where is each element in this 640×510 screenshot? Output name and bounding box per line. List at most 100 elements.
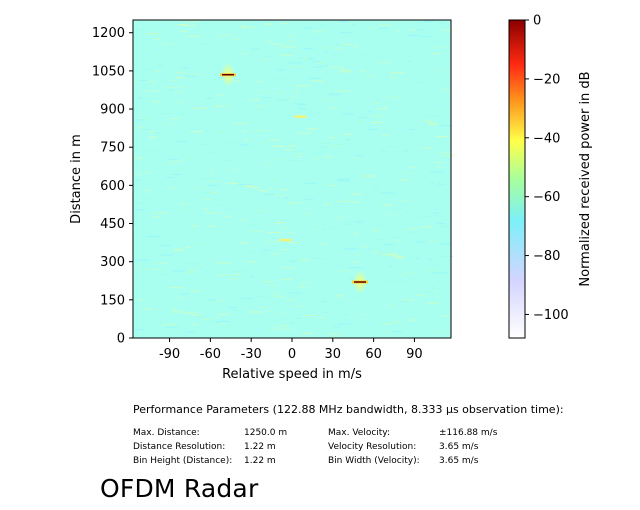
- noise-speck: [367, 248, 376, 250]
- param-label: Distance Resolution:: [133, 442, 226, 452]
- noise-speck: [387, 305, 393, 307]
- noise-speck: [296, 318, 301, 319]
- noise-speck: [304, 212, 312, 214]
- noise-speck: [217, 274, 231, 276]
- noise-speck: [379, 238, 384, 240]
- noise-speck: [427, 20, 435, 22]
- noise-speck: [371, 250, 378, 251]
- noise-speck: [375, 100, 381, 101]
- noise-speck: [335, 22, 340, 24]
- noise-speck: [328, 94, 341, 96]
- noise-speck: [422, 20, 431, 22]
- noise-speck: [152, 132, 159, 134]
- noise-speck: [240, 242, 250, 244]
- noise-speck: [441, 29, 454, 31]
- noise-speck: [299, 286, 306, 288]
- noise-speck: [211, 51, 216, 53]
- noise-speck: [135, 209, 146, 211]
- noise-speck: [213, 300, 227, 302]
- noise-speck: [146, 268, 162, 270]
- noise-speck: [174, 24, 187, 25]
- noise-speck: [225, 159, 235, 161]
- noise-speck: [289, 259, 300, 261]
- noise-speck: [420, 39, 424, 41]
- noise-speck: [272, 253, 280, 255]
- noise-speck: [179, 72, 186, 74]
- noise-speck: [431, 53, 441, 55]
- noise-speck: [382, 135, 388, 137]
- noise-speck: [338, 323, 351, 325]
- noise-speck: [233, 182, 238, 184]
- noise-speck: [167, 123, 173, 125]
- noise-speck: [288, 40, 294, 42]
- noise-speck: [258, 190, 266, 191]
- noise-speck: [340, 44, 352, 46]
- noise-speck: [373, 188, 379, 190]
- noise-speck: [372, 115, 383, 117]
- noise-speck: [185, 31, 190, 33]
- noise-speck: [285, 299, 295, 301]
- noise-speck: [211, 169, 216, 171]
- noise-speck: [371, 122, 384, 123]
- noise-speck: [180, 293, 189, 295]
- noise-speck: [147, 150, 159, 152]
- noise-speck: [184, 157, 191, 159]
- noise-speck: [323, 204, 331, 205]
- noise-speck: [205, 119, 210, 121]
- noise-speck: [436, 21, 441, 23]
- noise-speck: [398, 111, 403, 113]
- noise-speck: [190, 290, 201, 292]
- noise-speck: [137, 29, 146, 31]
- noise-speck: [281, 151, 285, 152]
- noise-speck: [349, 278, 354, 279]
- noise-speck: [369, 28, 378, 30]
- noise-speck: [430, 171, 443, 173]
- performance-title: Performance Parameters (122.88 MHz bandw…: [133, 403, 564, 416]
- noise-speck: [230, 38, 242, 40]
- noise-speck: [382, 61, 390, 63]
- noise-speck: [431, 162, 446, 164]
- noise-speck: [136, 269, 142, 271]
- noise-speck: [170, 287, 183, 289]
- noise-speck: [240, 219, 245, 221]
- noise-speck: [277, 99, 290, 101]
- noise-speck: [319, 146, 332, 148]
- noise-speck: [223, 59, 229, 61]
- noise-speck: [393, 208, 403, 210]
- noise-speck: [436, 223, 446, 225]
- noise-speck: [405, 228, 418, 230]
- noise-speck: [302, 124, 308, 126]
- noise-speck: [343, 248, 358, 250]
- noise-speck: [243, 185, 253, 187]
- noise-speck: [165, 163, 178, 165]
- noise-speck: [325, 184, 338, 186]
- noise-speck: [359, 246, 370, 248]
- noise-speck: [262, 97, 271, 99]
- noise-speck: [307, 113, 320, 115]
- noise-speck: [355, 222, 362, 223]
- noise-speck: [288, 160, 303, 162]
- noise-speck: [288, 292, 302, 294]
- noise-speck: [335, 143, 348, 145]
- noise-speck: [278, 159, 286, 161]
- noise-speck: [239, 144, 250, 146]
- noise-speck: [228, 169, 235, 171]
- noise-speck: [241, 27, 256, 29]
- noise-speck: [342, 133, 353, 135]
- noise-speck: [281, 266, 289, 268]
- noise-speck: [145, 33, 160, 35]
- noise-speck: [339, 31, 352, 33]
- noise-speck: [149, 136, 158, 138]
- noise-speck: [304, 182, 317, 184]
- noise-speck: [287, 232, 294, 234]
- noise-speck: [209, 172, 214, 174]
- noise-speck: [314, 228, 324, 230]
- colorbar-tick-label: −40: [533, 131, 560, 146]
- noise-speck: [426, 121, 433, 123]
- noise-speck: [349, 201, 360, 203]
- noise-speck: [359, 117, 367, 118]
- noise-speck: [153, 212, 167, 214]
- noise-speck: [250, 231, 264, 233]
- noise-speck: [299, 108, 307, 110]
- noise-speck: [134, 329, 145, 331]
